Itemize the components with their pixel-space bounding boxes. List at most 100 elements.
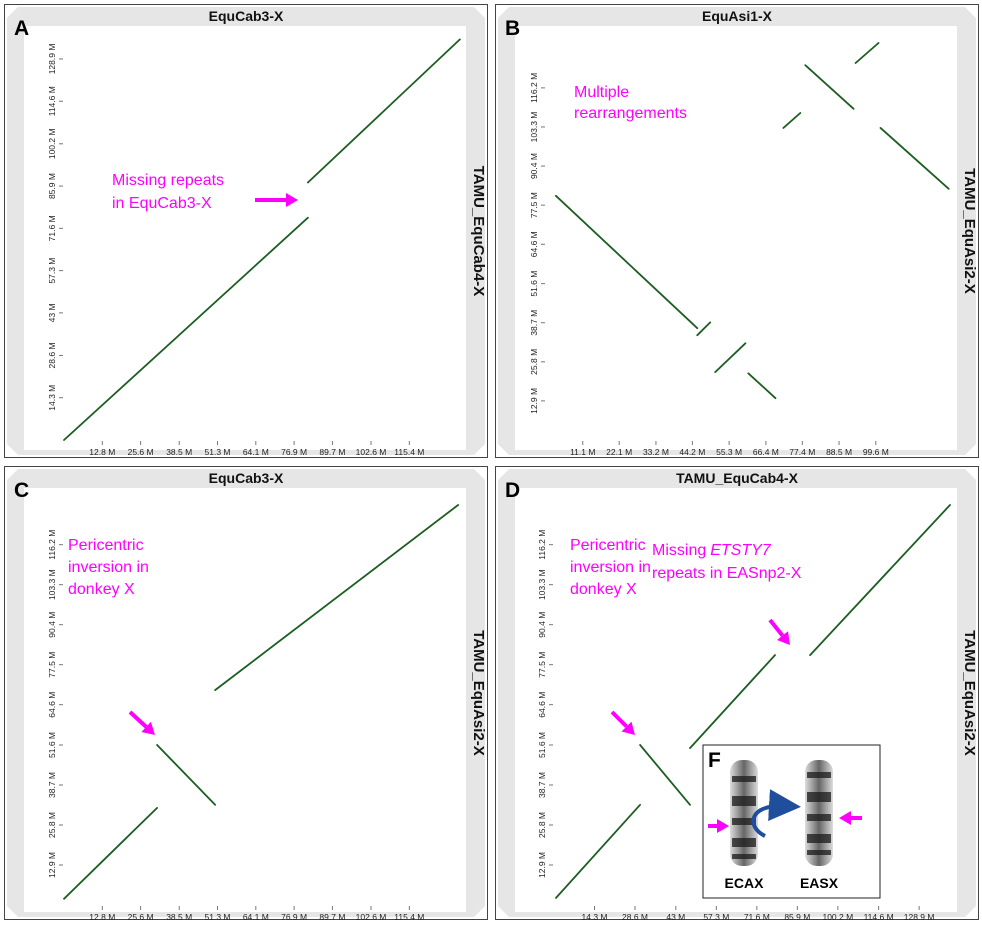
x-tick-label: 28.6 M bbox=[622, 912, 648, 922]
annotation-run: inversion in bbox=[68, 559, 149, 576]
chart-title: EquCab3-X bbox=[209, 8, 284, 24]
x-tick-label: 25.6 M bbox=[128, 447, 154, 457]
x-tick-label: 76.9 M bbox=[281, 912, 307, 922]
annotation: in EquCab3-X bbox=[112, 195, 212, 212]
y-tick-label: 12.9 M bbox=[529, 388, 539, 414]
y-axis-label: TAMU_EquAsi2-X bbox=[961, 168, 978, 294]
y-tick-label: 25.8 M bbox=[537, 812, 547, 838]
chromosome-label: ECAX bbox=[725, 875, 765, 891]
x-tick-label: 77.4 M bbox=[789, 447, 815, 457]
x-tick-label: 85.9 M bbox=[784, 912, 810, 922]
y-tick-label: 12.9 M bbox=[537, 852, 547, 878]
x-tick-label: 64.1 M bbox=[243, 912, 269, 922]
y-tick-label: 90.4 M bbox=[537, 612, 547, 638]
y-tick-label: 51.6 M bbox=[47, 732, 57, 758]
x-tick-label: 38.5 M bbox=[166, 447, 192, 457]
annotation-run: donkey X bbox=[570, 581, 637, 598]
y-tick-label: 57.3 M bbox=[47, 258, 57, 284]
annotation-run: rearrangements bbox=[574, 105, 687, 122]
annotation-run: ETSTY7 bbox=[710, 542, 772, 559]
annotation-run: Multiple bbox=[574, 84, 629, 101]
y-tick-label: 100.2 M bbox=[47, 128, 57, 159]
panel: C EquCab3-X TAMU_EquAsi2-X 12.8 M 25.6 M 38.5… bbox=[5, 467, 488, 923]
y-tick-label: 38.7 M bbox=[47, 772, 57, 798]
annotation: Missing repeats bbox=[112, 172, 224, 189]
annotation: repeats in EASnp2-X bbox=[652, 565, 802, 582]
x-tick-label: 25.6 M bbox=[128, 912, 154, 922]
annotation: Pericentric bbox=[68, 537, 144, 554]
annotation-run: in EquCab3-X bbox=[112, 195, 212, 212]
annotation: inversion in bbox=[570, 559, 651, 576]
annotation-run: repeats in EASnp2-X bbox=[652, 565, 802, 582]
annotation: donkey X bbox=[68, 581, 135, 598]
chromosome-band bbox=[807, 772, 831, 778]
chromosome-band bbox=[807, 792, 831, 802]
y-tick-label: 128.9 M bbox=[47, 44, 57, 75]
chromosome-band bbox=[807, 834, 831, 843]
y-axis-label: TAMU_EquAsi2-X bbox=[961, 630, 978, 756]
y-tick-label: 38.7 M bbox=[537, 772, 547, 798]
x-tick-label: 102.6 M bbox=[356, 447, 387, 457]
y-tick-label: 51.6 M bbox=[537, 732, 547, 758]
annotation: donkey X bbox=[570, 581, 637, 598]
annotation-run: Pericentric bbox=[570, 537, 646, 554]
y-tick-label: 25.8 M bbox=[47, 812, 57, 838]
y-tick-label: 116.2 M bbox=[529, 73, 539, 103]
x-tick-label: 89.7 M bbox=[319, 912, 345, 922]
chromosome-band bbox=[732, 776, 756, 782]
x-tick-label: 102.6 M bbox=[356, 912, 387, 922]
y-tick-label: 77.5 M bbox=[47, 652, 57, 678]
x-tick-label: 22.1 M bbox=[606, 447, 632, 457]
y-tick-label: 116.2 M bbox=[47, 530, 57, 560]
x-tick-label: 43 M bbox=[666, 912, 685, 922]
x-tick-label: 115.4 M bbox=[394, 447, 424, 457]
annotation: rearrangements bbox=[574, 105, 687, 122]
annotation-run: Pericentric bbox=[68, 537, 144, 554]
y-tick-label: 77.5 M bbox=[537, 652, 547, 678]
chromosome-band bbox=[807, 850, 831, 855]
y-tick-label: 12.9 M bbox=[47, 852, 57, 878]
y-tick-label: 14.3 M bbox=[47, 385, 57, 411]
y-tick-label: 90.4 M bbox=[47, 612, 57, 638]
y-tick-label: 64.6 M bbox=[47, 692, 57, 718]
figure: AEquCab3-XTAMU_EquCab4-X12.8 M25.6 M38.5… bbox=[0, 0, 982, 925]
chart-title: EquCab3-X bbox=[209, 470, 284, 486]
y-axis-label: TAMU_EquAsi2-X bbox=[470, 630, 487, 756]
x-tick-label: 71.6 M bbox=[744, 912, 770, 922]
x-tick-label: 14.3 M bbox=[582, 912, 608, 922]
annotation-run: Missing repeats bbox=[112, 172, 224, 189]
x-tick-label: 115.4 M bbox=[394, 912, 424, 922]
panel-letter: B bbox=[505, 17, 520, 40]
panel-letter: C bbox=[14, 479, 29, 502]
x-tick-label: 64.1 M bbox=[243, 447, 269, 457]
y-tick-label: 103.3 M bbox=[529, 112, 539, 143]
plot-background bbox=[24, 26, 466, 450]
inset-letter: F bbox=[708, 749, 721, 772]
y-tick-label: 28.6 M bbox=[47, 342, 57, 368]
x-tick-label: 51.3 M bbox=[205, 447, 231, 457]
x-tick-label: 38.5 M bbox=[166, 912, 192, 922]
x-tick-label: 55.3 M bbox=[716, 447, 742, 457]
y-tick-label: 103.3 M bbox=[47, 569, 57, 600]
x-tick-label: 51.3 M bbox=[205, 912, 231, 922]
x-tick-label: 11.1 M bbox=[570, 447, 595, 457]
y-tick-label: 114.6 M bbox=[47, 86, 57, 116]
chromosome bbox=[730, 760, 758, 866]
annotation: Multiple bbox=[574, 84, 629, 101]
chromosome-band bbox=[732, 838, 756, 847]
x-tick-label: 12.8 M bbox=[89, 912, 115, 922]
y-tick-label: 77.5 M bbox=[529, 192, 539, 218]
y-tick-label: 116.2 M bbox=[537, 530, 547, 560]
y-axis-label: TAMU_EquCab4-X bbox=[470, 166, 487, 297]
annotation-run: inversion in bbox=[570, 559, 651, 576]
x-tick-label: 12.8 M bbox=[89, 447, 115, 457]
x-tick-label: 44.2 M bbox=[679, 447, 705, 457]
chromosome-label: EASX bbox=[800, 875, 839, 891]
x-tick-label: 128.9 M bbox=[904, 912, 935, 922]
annotation-run: Missing bbox=[652, 542, 706, 559]
x-tick-label: 89.7 M bbox=[319, 447, 345, 457]
x-tick-label: 57.3 M bbox=[703, 912, 729, 922]
